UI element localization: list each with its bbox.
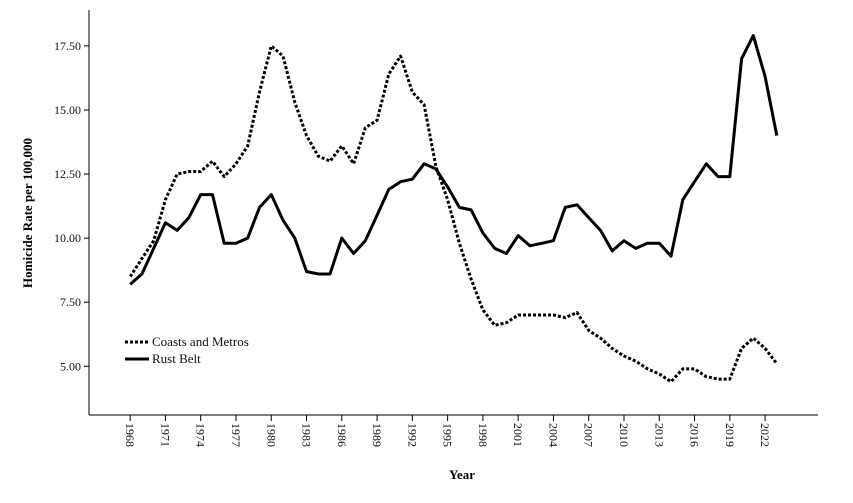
x-tick-label: 2022 xyxy=(758,423,772,447)
axes xyxy=(88,10,818,416)
x-tick-label: 2004 xyxy=(546,423,560,447)
x-tick-label: 1983 xyxy=(300,423,314,447)
y-tick-label: 17.50 xyxy=(54,39,81,53)
x-tick-label: 1992 xyxy=(405,423,419,447)
x-tick-label: 1998 xyxy=(476,423,490,447)
series-line-coasts-and-metros xyxy=(128,44,778,384)
legend: Coasts and Metros Rust Belt xyxy=(125,334,249,366)
y-tick-label: 15.00 xyxy=(54,103,81,117)
x-tick-label: 1995 xyxy=(441,423,455,447)
series-lines xyxy=(128,34,779,384)
x-tick-label: 1968 xyxy=(123,423,137,447)
x-tick-label: 1980 xyxy=(264,423,278,447)
x-tick-label: 1977 xyxy=(229,423,243,447)
legend-label: Rust Belt xyxy=(152,351,201,366)
y-tick-label: 5.00 xyxy=(60,359,81,373)
x-tick-label: 2007 xyxy=(582,423,596,447)
x-tick-label: 1974 xyxy=(194,423,208,447)
y-tick-label: 12.50 xyxy=(54,167,81,181)
x-axis-ticks: 1968 1971 1974 1977 1980 1983 1986 1989 1992 1995… xyxy=(123,415,772,447)
x-tick-label: 2001 xyxy=(511,423,525,447)
y-tick-label: 10.00 xyxy=(54,231,81,245)
y-tick-label: 7.50 xyxy=(60,295,81,309)
x-tick-label: 2013 xyxy=(652,423,666,447)
y-axis-ticks: 5.00 7.50 10.00 12.50 15.00 17.50 xyxy=(54,39,89,373)
series-line-rust-belt xyxy=(129,34,779,286)
x-tick-label: 2016 xyxy=(688,423,702,447)
x-tick-label: 1989 xyxy=(370,423,384,447)
x-tick-label: 2019 xyxy=(723,423,737,447)
x-tick-label: 1971 xyxy=(158,423,172,447)
x-axis-title: Year xyxy=(449,467,475,482)
x-tick-label: 1986 xyxy=(335,423,349,447)
y-axis-title: Homicide Rate per 100,000 xyxy=(20,138,35,288)
x-tick-label: 2010 xyxy=(617,423,631,447)
legend-label: Coasts and Metros xyxy=(152,334,249,349)
